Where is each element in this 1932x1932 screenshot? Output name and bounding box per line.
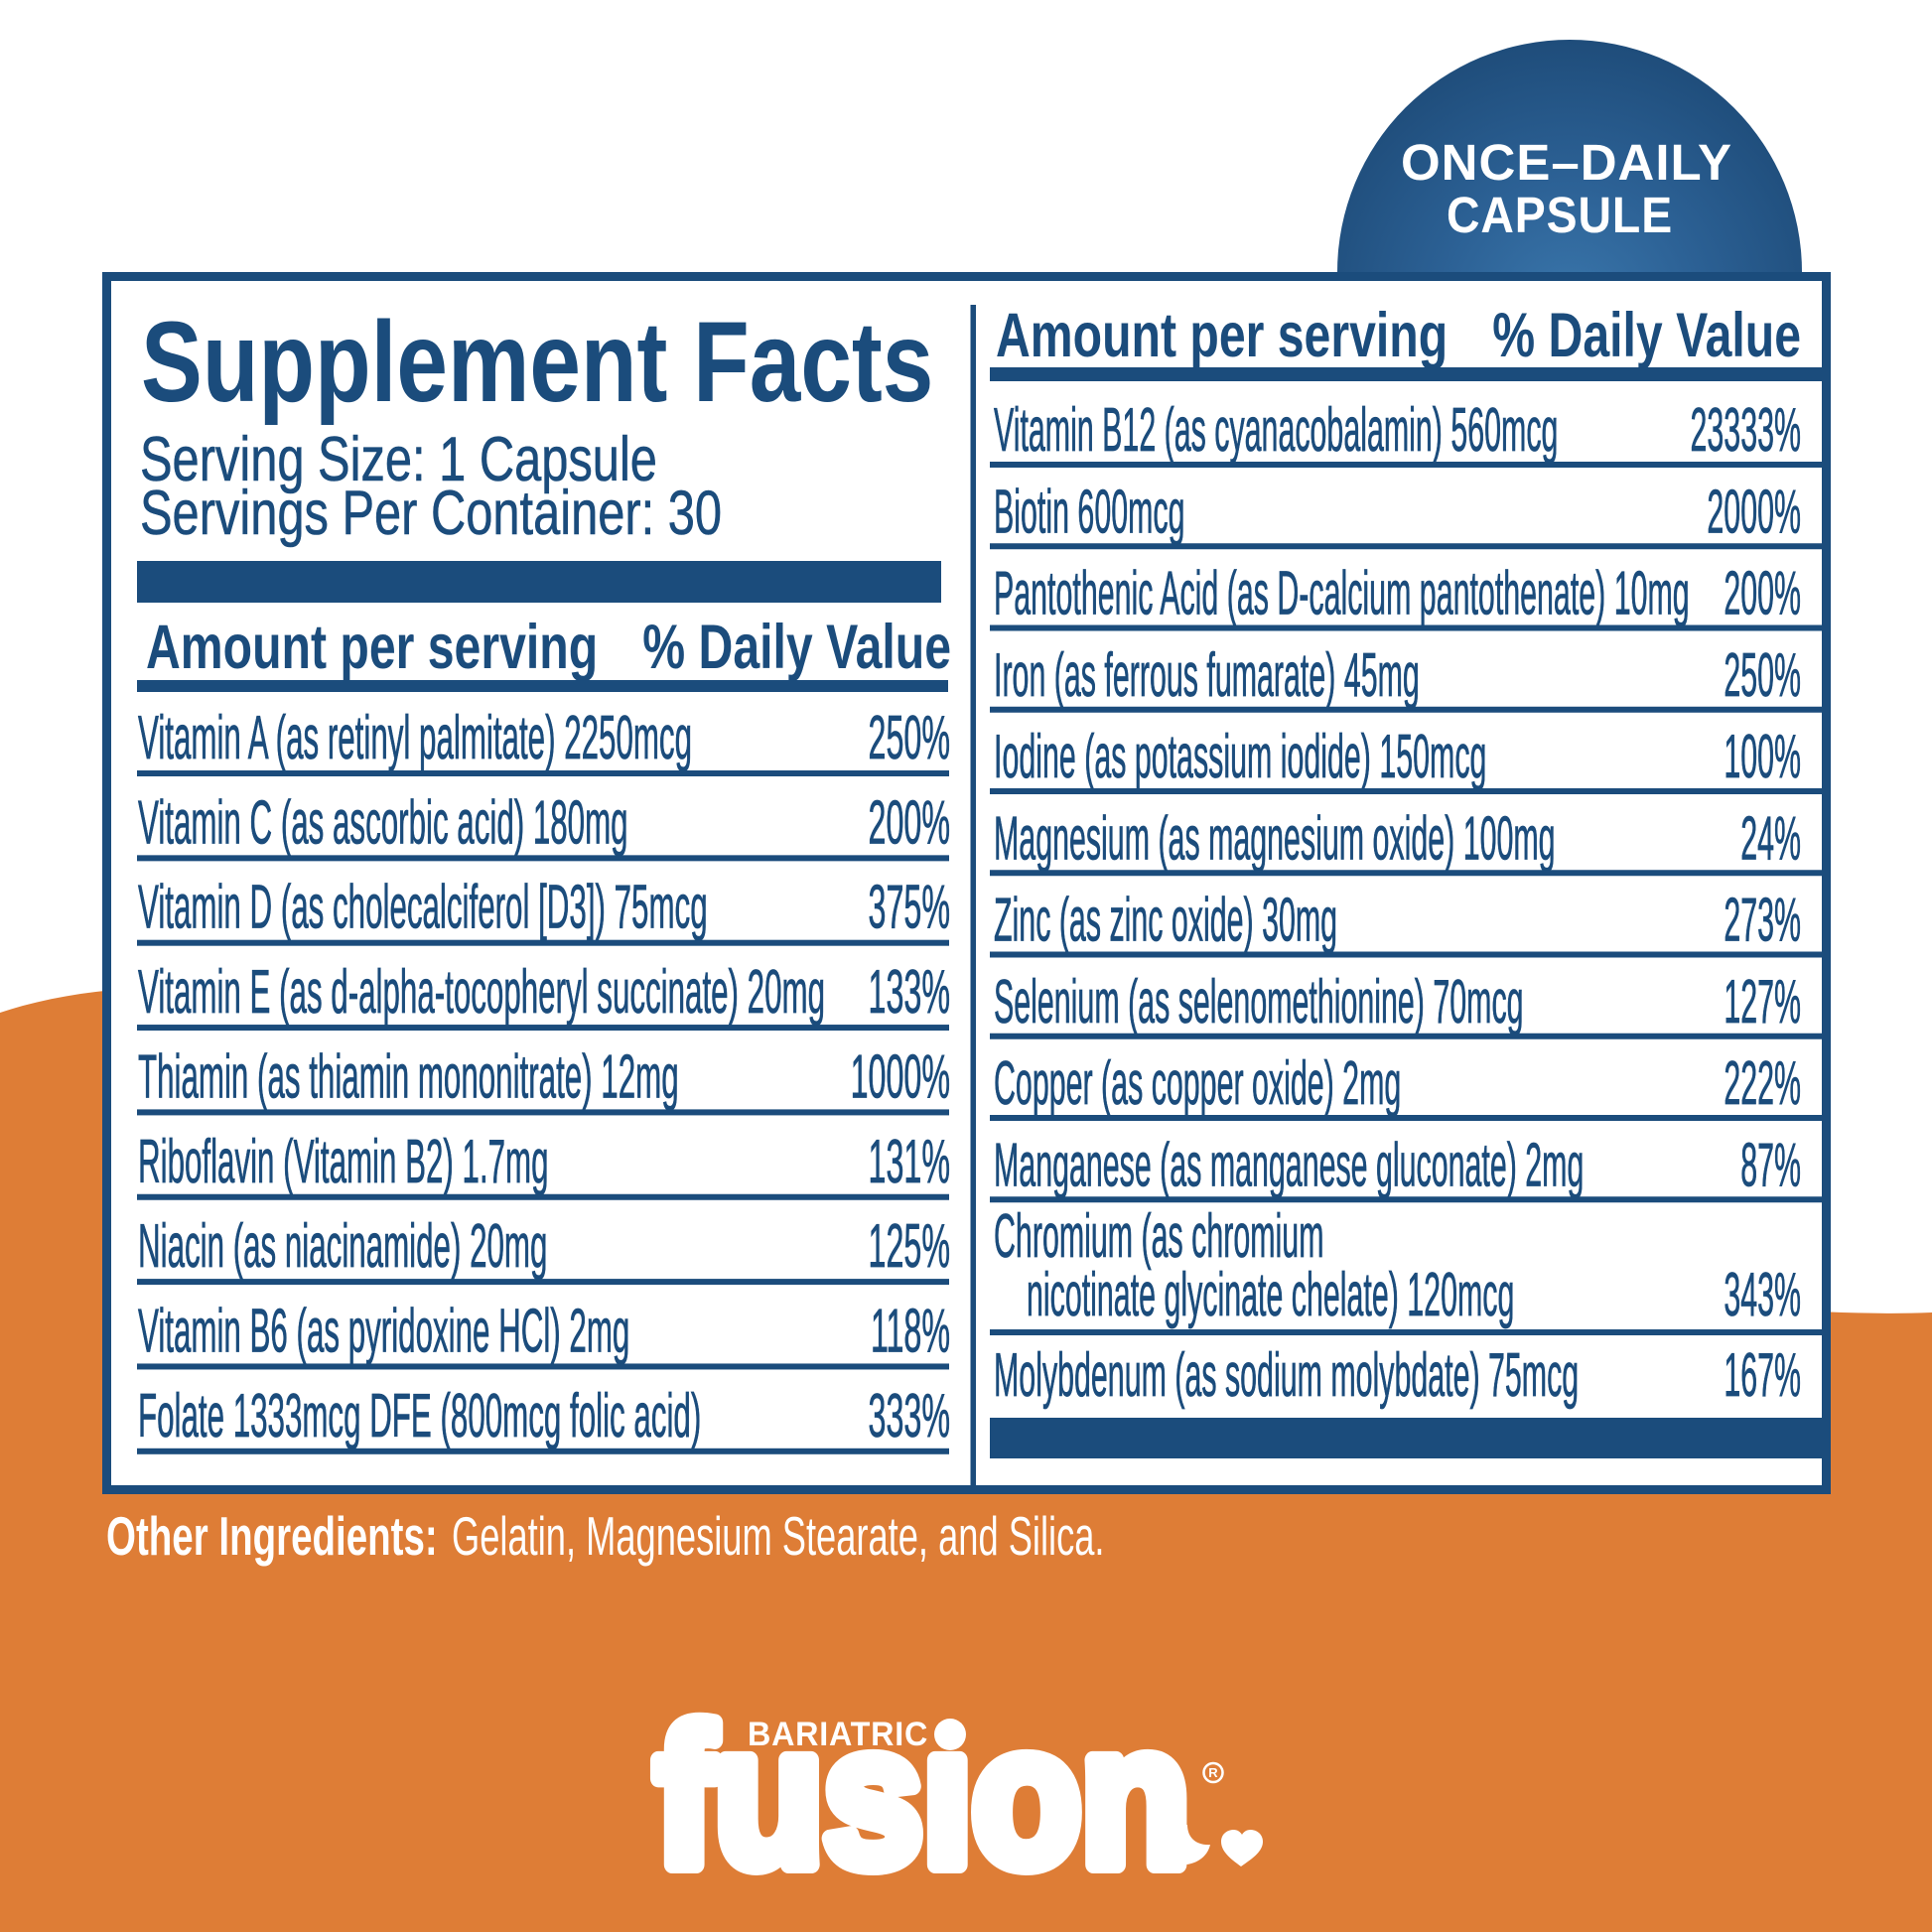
svg-text:Vitamin A (as retinyl palmitat: Vitamin A (as retinyl palmitate) 2250mcg <box>138 705 692 772</box>
svg-text:23333%: 23333% <box>1691 396 1801 465</box>
svg-text:Serving Size: 1 Capsule: Serving Size: 1 Capsule <box>140 424 657 493</box>
svg-text:CAPSULE: CAPSULE <box>1447 188 1673 243</box>
svg-text:BARIATRIC: BARIATRIC <box>748 1716 928 1753</box>
svg-text:Vitamin D (as cholecalciferol: Vitamin D (as cholecalciferol [D3]) 75mc… <box>138 874 708 941</box>
svg-text:Vitamin B12 (as cyanacobalamin: Vitamin B12 (as cyanacobalamin) 560mcg <box>994 396 1558 465</box>
svg-text:Iodine (as potassium iodide) 1: Iodine (as potassium iodide) 150mcg <box>994 723 1486 791</box>
svg-text:% Daily Value: % Daily Value <box>1492 300 1801 370</box>
svg-text:ONCE–DAILY: ONCE–DAILY <box>1401 134 1732 191</box>
svg-text:2000%: 2000% <box>1707 479 1801 547</box>
svg-text:Iron (as ferrous fumarate) 45m: Iron (as ferrous fumarate) 45mg <box>994 641 1420 710</box>
svg-text:Niacin (as niacinamide) 20mg: Niacin (as niacinamide) 20mg <box>138 1213 547 1281</box>
svg-text:1000%: 1000% <box>851 1042 950 1111</box>
svg-text:200%: 200% <box>869 788 950 857</box>
svg-text:Other Ingredients:: Other Ingredients: <box>106 1506 438 1567</box>
svg-text:Riboflavin (Vitamin B2) 1.7mg: Riboflavin (Vitamin B2) 1.7mg <box>138 1128 549 1195</box>
svg-text:222%: 222% <box>1724 1049 1801 1118</box>
svg-text:87%: 87% <box>1740 1132 1801 1200</box>
svg-text:Gelatin, Magnesium Stearate, a: Gelatin, Magnesium Stearate, and Silica. <box>452 1505 1105 1566</box>
svg-text:118%: 118% <box>871 1297 950 1365</box>
svg-text:343%: 343% <box>1724 1261 1801 1329</box>
svg-text:R: R <box>1208 1765 1218 1780</box>
svg-text:125%: 125% <box>869 1212 950 1281</box>
svg-text:200%: 200% <box>1724 560 1801 628</box>
svg-text:Molybdenum (as sodium molybdat: Molybdenum (as sodium molybdate) 75mcg <box>994 1341 1579 1410</box>
svg-text:333%: 333% <box>869 1382 950 1450</box>
svg-text:133%: 133% <box>869 958 950 1027</box>
svg-text:Vitamin C (as ascorbic acid) 1: Vitamin C (as ascorbic acid) 180mg <box>138 789 628 857</box>
svg-text:Folate 1333mcg DFE (800mcg fol: Folate 1333mcg DFE (800mcg folic acid) <box>138 1383 701 1450</box>
svg-text:100%: 100% <box>1724 723 1801 791</box>
svg-text:167%: 167% <box>1724 1341 1801 1410</box>
svg-text:Biotin 600mcg: Biotin 600mcg <box>994 479 1184 547</box>
svg-text:250%: 250% <box>869 704 950 772</box>
svg-text:Magnesium (as magnesium oxide): Magnesium (as magnesium oxide) 100mg <box>994 805 1556 874</box>
svg-text:Amount per serving: Amount per serving <box>146 612 598 682</box>
svg-text:131%: 131% <box>869 1128 950 1196</box>
svg-text:Selenium (as selenomethionine): Selenium (as selenomethionine) 70mcg <box>994 968 1524 1036</box>
svg-text:Zinc (as zinc oxide) 30mg: Zinc (as zinc oxide) 30mg <box>994 887 1337 955</box>
svg-text:Vitamin E (as d-alpha-tocopher: Vitamin E (as d-alpha-tocopheryl succina… <box>138 959 825 1027</box>
svg-text:250%: 250% <box>1724 641 1801 710</box>
svg-text:375%: 375% <box>869 873 950 941</box>
svg-text:24%: 24% <box>1740 805 1801 874</box>
svg-text:Chromium (as chromium: Chromium (as chromium <box>994 1202 1323 1271</box>
svg-text:% Daily Value: % Daily Value <box>642 612 951 682</box>
svg-text:Manganese (as manganese glucon: Manganese (as manganese gluconate) 2mg <box>994 1132 1584 1200</box>
svg-text:nicotinate glycinate chelate): nicotinate glycinate chelate) 120mcg <box>1027 1261 1514 1329</box>
svg-text:fusıon: fusıon <box>655 1686 1189 1907</box>
svg-text:Pantothenic Acid (as D-calcium: Pantothenic Acid (as D-calcium pantothen… <box>994 560 1690 628</box>
svg-text:127%: 127% <box>1724 968 1801 1036</box>
svg-text:273%: 273% <box>1724 887 1801 955</box>
svg-text:Amount per serving: Amount per serving <box>996 300 1448 370</box>
svg-text:Thiamin (as thiamin mononitrat: Thiamin (as thiamin mononitrate) 12mg <box>138 1043 679 1111</box>
svg-text:Supplement Facts: Supplement Facts <box>141 298 933 426</box>
svg-text:Copper (as copper oxide) 2mg: Copper (as copper oxide) 2mg <box>994 1049 1401 1118</box>
svg-text:Vitamin B6 (as pyridoxine HCl): Vitamin B6 (as pyridoxine HCl) 2mg <box>138 1298 629 1365</box>
svg-text:Servings Per Container: 30: Servings Per Container: 30 <box>140 478 722 547</box>
